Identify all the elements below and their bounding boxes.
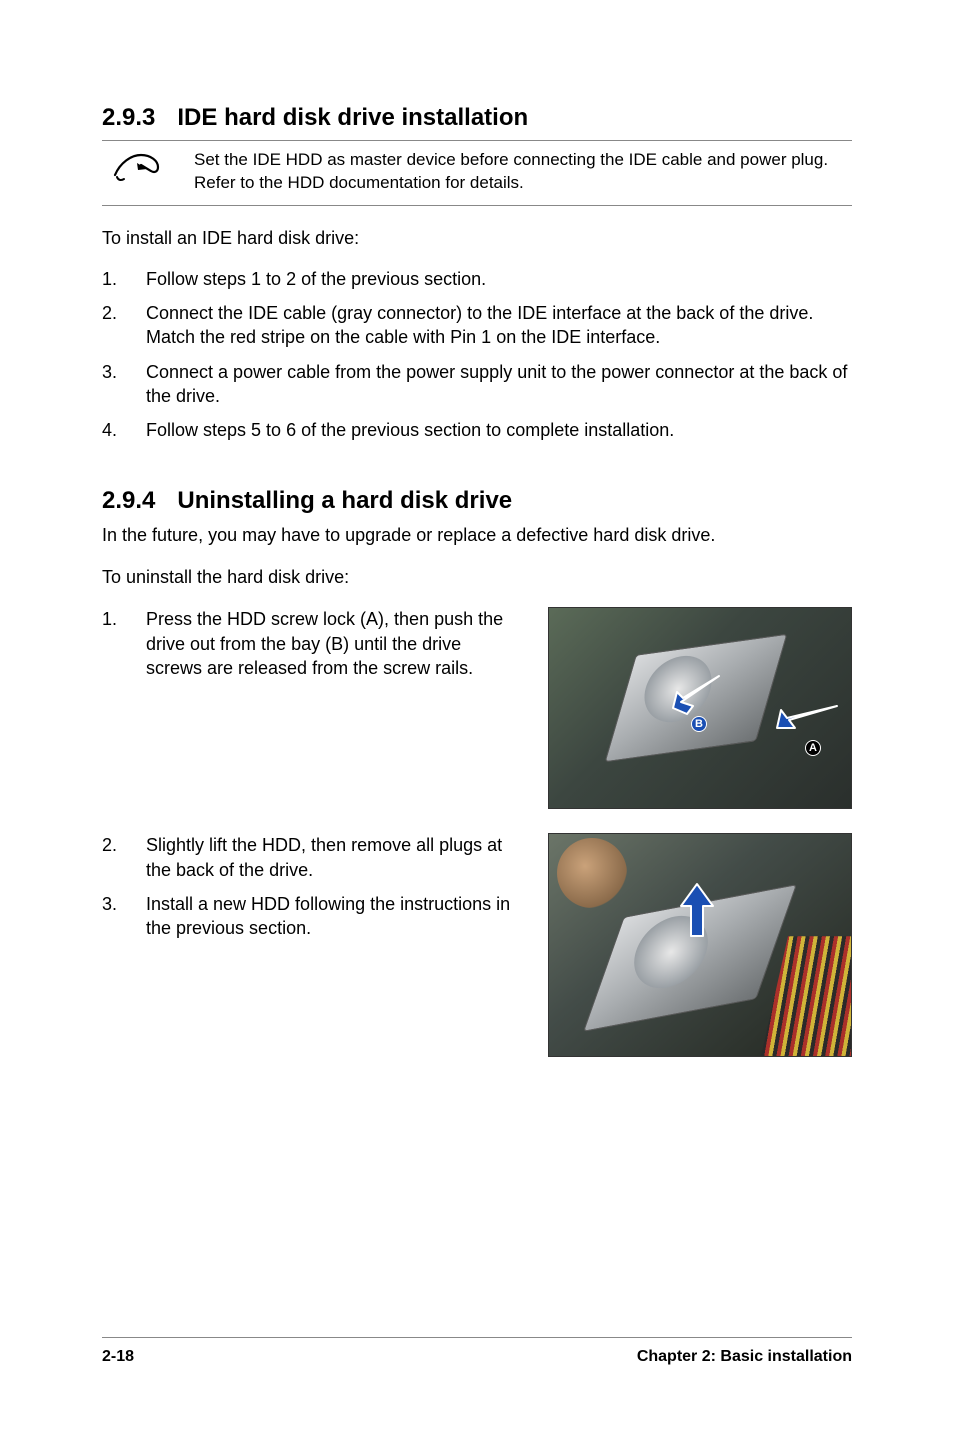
intro-text: To install an IDE hard disk drive: — [102, 228, 852, 249]
note-box: Set the IDE HDD as master device before … — [102, 140, 852, 206]
step-num: 1. — [102, 267, 146, 291]
arrow-up-icon — [677, 882, 717, 945]
note-text: Set the IDE HDD as master device before … — [194, 149, 852, 195]
step-num: 3. — [102, 360, 146, 409]
step-num: 1. — [102, 607, 146, 680]
list-item: 1.Press the HDD screw lock (A), then pus… — [102, 607, 522, 680]
arrow-a-icon — [771, 698, 841, 739]
section-number: 2.9.4 — [102, 487, 155, 515]
step-num: 2. — [102, 833, 146, 882]
page: 2.9.3 IDE hard disk drive installation S… — [0, 0, 954, 1438]
intro-paragraph: In the future, you may have to upgrade o… — [102, 523, 852, 547]
list-item: 2.Connect the IDE cable (gray connector)… — [102, 301, 852, 350]
page-number: 2-18 — [102, 1348, 134, 1366]
section-heading-293: 2.9.3 IDE hard disk drive installation — [102, 104, 852, 132]
section-title: IDE hard disk drive installation — [177, 104, 528, 132]
step-text: Press the HDD screw lock (A), then push … — [146, 607, 522, 680]
step-block-2: 2.Slightly lift the HDD, then remove all… — [102, 833, 852, 1057]
list-item: 3.Install a new HDD following the instru… — [102, 892, 522, 941]
step-text: Install a new HDD following the instruct… — [146, 892, 522, 941]
hdd-photo-2 — [548, 833, 852, 1057]
install-steps: 1.Follow steps 1 to 2 of the previous se… — [102, 267, 852, 443]
list-item: 2.Slightly lift the HDD, then remove all… — [102, 833, 522, 882]
step-text: Follow steps 1 to 2 of the previous sect… — [146, 267, 486, 291]
hdd-photo-1: B A — [548, 607, 852, 809]
section-number: 2.9.3 — [102, 104, 155, 132]
label-a: A — [805, 740, 821, 756]
step-text: Follow steps 5 to 6 of the previous sect… — [146, 418, 674, 442]
step-num: 3. — [102, 892, 146, 941]
step-text: Slightly lift the HDD, then remove all p… — [146, 833, 522, 882]
note-icon — [102, 149, 172, 183]
list-item: 1.Follow steps 1 to 2 of the previous se… — [102, 267, 852, 291]
page-footer: 2-18 Chapter 2: Basic installation — [102, 1337, 852, 1366]
section-title: Uninstalling a hard disk drive — [177, 487, 512, 515]
step-num: 4. — [102, 418, 146, 442]
step-text: Connect a power cable from the power sup… — [146, 360, 852, 409]
list-item: 4.Follow steps 5 to 6 of the previous se… — [102, 418, 852, 442]
intro-paragraph: To uninstall the hard disk drive: — [102, 565, 852, 589]
step-block-1: 1.Press the HDD screw lock (A), then pus… — [102, 607, 852, 809]
arrow-b-icon — [669, 670, 727, 721]
step-num: 2. — [102, 301, 146, 350]
section-heading-294: 2.9.4 Uninstalling a hard disk drive — [102, 487, 852, 515]
list-item: 3.Connect a power cable from the power s… — [102, 360, 852, 409]
step-text: Connect the IDE cable (gray connector) t… — [146, 301, 852, 350]
chapter-title: Chapter 2: Basic installation — [637, 1348, 852, 1366]
